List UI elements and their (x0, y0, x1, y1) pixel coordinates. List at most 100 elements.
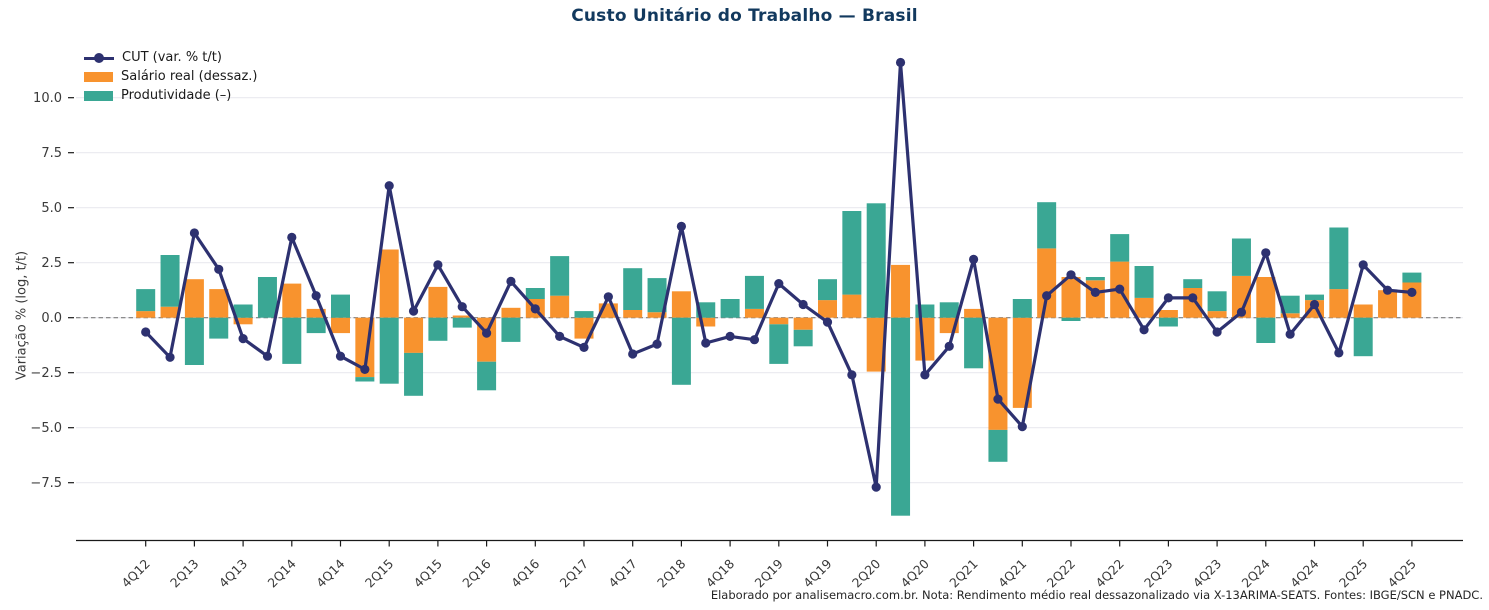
cut-point-2Q13 (189, 228, 199, 238)
y-axis-label: Variação % (log, t/t) (14, 250, 30, 381)
bar-salario-2Q15 (379, 249, 399, 318)
bar-salario-3Q14 (306, 308, 326, 318)
cut-point-2Q20 (871, 482, 881, 492)
x-tick-label: 4Q22 (1092, 556, 1126, 590)
bar-salario-2Q19 (769, 317, 789, 325)
cut-point-1Q15 (360, 364, 370, 374)
bar-produtividade-4Q15 (428, 317, 448, 341)
bar-produtividade-4Q14 (331, 294, 350, 318)
cut-point-4Q15 (433, 260, 443, 270)
cut-point-3Q24 (1285, 329, 1295, 339)
bar-salario-3Q20 (891, 264, 911, 318)
cut-point-3Q16 (506, 276, 516, 286)
cut-point-3Q15 (408, 306, 419, 316)
x-tick-label: 2Q15 (362, 556, 396, 590)
x-tick-label: 4Q24 (1287, 556, 1321, 590)
cut-point-4Q17 (628, 349, 638, 359)
x-tick-label: 2Q25 (1336, 556, 1370, 590)
bar-salario-4Q19 (818, 300, 837, 318)
cut-point-2Q24 (1261, 248, 1271, 258)
x-tick-label: 2Q16 (459, 556, 493, 590)
legend-label-cut: CUT (var. % t/t) (122, 50, 222, 65)
bar-produtividade-4Q22 (1110, 234, 1130, 262)
x-tick-label: 4Q21 (995, 556, 1029, 590)
cut-point-2Q25 (1358, 260, 1368, 270)
bar-produtividade-4Q17 (623, 268, 643, 310)
bar-salario-4Q17 (623, 310, 643, 318)
bar-produtividade-3Q20 (891, 317, 911, 516)
bar-salario-3Q21 (988, 317, 1008, 430)
bar-produtividade-2Q15 (379, 317, 399, 384)
bar-salario-3Q24 (1280, 313, 1300, 318)
source-note: Elaborado por analisemacro.com.br. Nota:… (710, 588, 1483, 602)
cut-point-1Q14 (262, 351, 273, 361)
bar-produtividade-1Q14 (257, 277, 277, 318)
cut-point-3Q25 (1382, 285, 1393, 295)
bar-salario-4Q15 (428, 286, 448, 318)
cut-point-4Q25 (1407, 287, 1417, 297)
bar-produtividade-4Q16 (525, 288, 545, 299)
bar-produtividade-2Q19 (769, 324, 789, 364)
bar-salario-3Q23 (1183, 288, 1203, 318)
bar-salario-2Q22 (1061, 277, 1081, 318)
bar-produtividade-1Q24 (1231, 238, 1251, 276)
bar-salario-1Q19 (744, 308, 764, 318)
x-tick-label: 2Q18 (654, 556, 688, 590)
bar-salario-1Q25 (1329, 289, 1349, 318)
x-tick-label: 2Q22 (1044, 556, 1078, 590)
cut-point-1Q13 (165, 352, 175, 362)
cut-point-3Q17 (603, 292, 613, 302)
bar-salario-2Q14 (282, 283, 302, 318)
cut-point-1Q23 (1139, 325, 1149, 335)
bar-produtividade-1Q13 (160, 255, 180, 307)
cut-point-1Q21 (944, 341, 954, 351)
bar-salario-4Q14 (331, 317, 350, 334)
bar-salario-1Q16 (452, 315, 472, 318)
y-tick-label: 0.0 (41, 311, 62, 326)
y-tick-label: 10.0 (33, 91, 62, 106)
bar-produtividade-1Q19 (744, 275, 764, 309)
cut-point-3Q13 (214, 264, 224, 274)
cut-point-1Q20 (847, 370, 857, 380)
bar-salario-4Q20 (915, 317, 935, 361)
x-tick-label: 4Q20 (898, 556, 932, 590)
x-tick-label: 2Q23 (1141, 556, 1175, 590)
bar-salario-3Q13 (209, 289, 229, 318)
x-tick-label: 2Q17 (557, 556, 591, 590)
bar-salario-2Q17 (574, 317, 594, 339)
legend-item-cut: CUT (var. % t/t) (84, 48, 257, 67)
cut-point-3Q18 (701, 338, 711, 348)
y-tick-label: −7.5 (30, 476, 62, 491)
cut-point-2Q18 (676, 221, 687, 231)
bar-salario-1Q23 (1134, 297, 1154, 318)
bar-produtividade-1Q16 (452, 317, 472, 328)
legend-item-salario: Salário real (dessaz.) (84, 67, 257, 86)
bar-produtividade-3Q19 (793, 329, 813, 347)
bar-produtividade-2Q24 (1256, 317, 1276, 343)
bar-salario-4Q23 (1207, 311, 1227, 318)
bar-produtividade-2Q17 (574, 311, 594, 318)
cut-point-4Q12 (141, 327, 151, 337)
bar-produtividade-4Q13 (233, 304, 253, 318)
cut-point-2Q23 (1163, 293, 1173, 303)
bar-salario-1Q22 (1037, 248, 1057, 318)
x-tick-label: 2Q14 (264, 556, 298, 590)
cut-point-4Q22 (1115, 284, 1125, 294)
bar-salario-3Q19 (793, 317, 813, 330)
bar-produtividade-4Q25 (1402, 272, 1422, 283)
bar-produtividade-3Q22 (1085, 277, 1105, 281)
cut-point-4Q14 (335, 351, 346, 361)
bar-produtividade-2Q18 (671, 317, 691, 385)
cut-point-3Q21 (993, 394, 1003, 404)
cut-point-2Q19 (774, 279, 784, 289)
x-tick-label: 4Q17 (605, 556, 639, 590)
cut-point-4Q23 (1212, 327, 1222, 337)
x-tick-label: 4Q14 (313, 556, 347, 590)
y-tick-label: 2.5 (41, 256, 62, 271)
x-tick-label: 4Q16 (508, 556, 542, 590)
bar-produtividade-4Q19 (818, 279, 837, 301)
legend: CUT (var. % t/t) Salário real (dessaz.) … (84, 48, 257, 105)
bar-produtividade-1Q15 (355, 377, 375, 382)
